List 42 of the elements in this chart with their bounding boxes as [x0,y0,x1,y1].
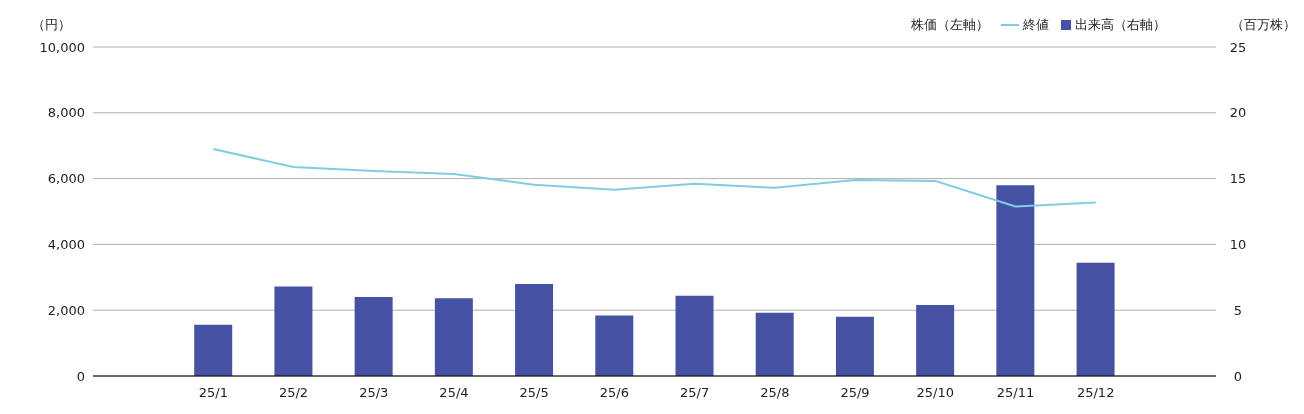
x-tick-label: 25/11 [996,385,1035,401]
x-tick-label: 25/10 [916,385,954,401]
legend-label: 終値 [1023,16,1049,34]
y-tick-label: 6,000 [47,171,85,187]
bar [916,304,955,376]
x-tick-label: 25/5 [519,385,549,401]
bar [595,315,634,376]
x-tick-label: 25/6 [599,385,629,401]
y2-axis-title: （百万株） [1231,16,1296,34]
y2-tick-label: 20 [1229,105,1247,121]
legend-title: 株価（左軸） [911,16,989,34]
x-tick-label: 25/3 [359,385,389,401]
bar [354,297,393,376]
bar [194,324,233,376]
y-tick-label: 10,000 [39,39,85,55]
x-tick-label: 25/7 [680,385,710,401]
bar [434,298,473,376]
y2-tick-label: 10 [1229,237,1247,253]
legend-label: 出来高（右軸） [1075,16,1166,34]
x-tick-label: 25/2 [278,385,309,401]
bar [515,283,554,376]
line-series [212,147,1097,208]
y2-tick-label: 15 [1229,171,1247,187]
bar [675,295,714,376]
y-tick-label: 8,000 [47,105,85,121]
y-tick-label: 2,000 [47,302,85,318]
y-axis-title: （円） [32,16,71,34]
x-tick-label: 25/12 [1076,385,1115,401]
y-tick-label: 0 [76,368,85,384]
y-tick-label: 4,000 [47,237,85,253]
x-tick-label: 25/8 [760,385,790,401]
y2-tick-label: 5 [1233,302,1243,318]
x-tick-label: 25/1 [198,385,228,401]
bar [755,312,794,376]
bar [835,316,874,376]
bar [274,286,313,376]
bar [1076,262,1115,376]
x-tick-label: 25/4 [439,385,469,401]
y2-tick-label: 0 [1233,368,1243,384]
y2-tick-label: 25 [1229,39,1247,55]
x-tick-label: 25/9 [840,385,870,401]
bar [996,185,1035,376]
